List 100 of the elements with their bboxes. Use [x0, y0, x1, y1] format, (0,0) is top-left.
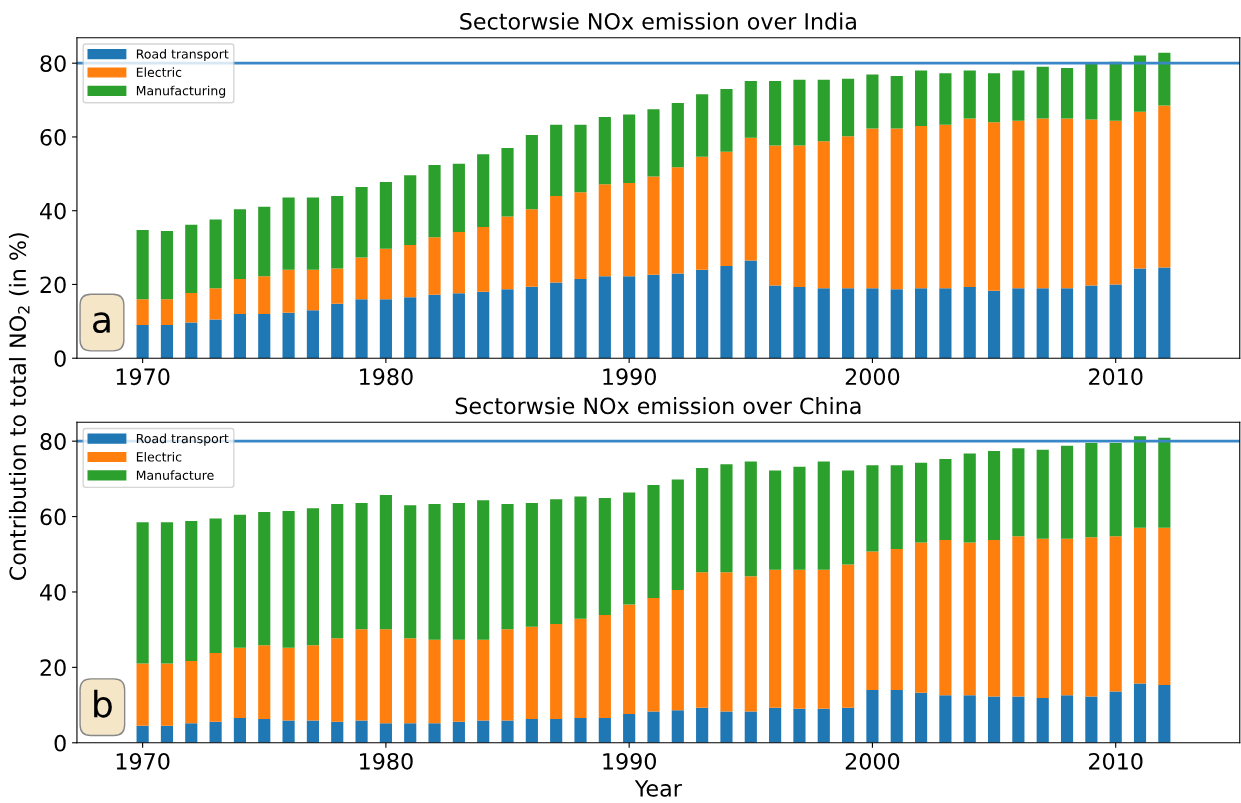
- bar: [720, 266, 733, 359]
- bar: [744, 576, 757, 712]
- bar: [1012, 120, 1025, 289]
- bar: [477, 226, 490, 292]
- bar: [1158, 52, 1171, 106]
- bar: [915, 462, 928, 543]
- bar: [501, 720, 514, 743]
- bar: [963, 453, 976, 543]
- bar: [160, 725, 174, 743]
- bar: [963, 695, 976, 743]
- bar: [233, 278, 247, 314]
- bar: [160, 325, 174, 359]
- bar: [963, 70, 976, 119]
- bar: [769, 145, 782, 286]
- bar: [331, 268, 344, 304]
- bar: [282, 312, 295, 359]
- bar: [1109, 120, 1122, 285]
- bar: [477, 291, 490, 359]
- bar: [501, 289, 514, 359]
- bar: [282, 510, 295, 648]
- x-tick-label: 1980: [360, 368, 413, 386]
- bar: [525, 135, 538, 210]
- bar: [404, 638, 417, 724]
- y-tick-label: 20: [40, 659, 66, 677]
- chart-title: Sectorwsie NOx emission over India: [460, 12, 856, 30]
- bar: [1060, 445, 1074, 539]
- bar: [136, 229, 149, 300]
- bar: [160, 299, 174, 326]
- bar: [1036, 66, 1049, 119]
- bar: [185, 224, 198, 293]
- bar: [452, 639, 465, 722]
- bar: [306, 720, 319, 743]
- bar: [185, 723, 198, 743]
- y-tick-label: 60: [40, 128, 66, 146]
- bar: [379, 299, 392, 359]
- x-tick-label: 1970: [116, 368, 170, 386]
- bar: [1036, 118, 1049, 289]
- bar: [598, 498, 611, 615]
- bar: [404, 505, 417, 639]
- bar: [379, 629, 392, 724]
- bar: [623, 114, 636, 184]
- bar: [720, 464, 733, 573]
- bar: [574, 124, 587, 193]
- bar: [987, 696, 1001, 743]
- bar: [1109, 691, 1122, 743]
- bar: [1060, 118, 1074, 289]
- bar: [452, 293, 465, 359]
- bar: [136, 325, 149, 359]
- bar: [842, 564, 855, 708]
- bar: [136, 299, 149, 326]
- bar: [598, 717, 611, 743]
- y-tick-label: 0: [54, 734, 66, 752]
- bar: [331, 721, 344, 743]
- bar: [355, 257, 368, 300]
- bar: [696, 269, 709, 359]
- bar: [671, 590, 684, 711]
- bar: [550, 624, 563, 720]
- bar: [1158, 685, 1171, 743]
- legend-label: Manufacturing: [136, 85, 226, 98]
- bar: [817, 461, 830, 570]
- bar: [842, 136, 855, 289]
- bar: [233, 647, 247, 718]
- bar: [136, 725, 149, 743]
- bar: [306, 310, 319, 359]
- bar: [939, 539, 952, 696]
- bar: [1012, 70, 1025, 121]
- bar: [525, 502, 538, 627]
- bar: [1036, 697, 1049, 743]
- bar: [720, 711, 733, 743]
- bar: [623, 604, 636, 715]
- bar: [209, 219, 222, 289]
- bar: [550, 499, 563, 625]
- bar: [769, 707, 782, 743]
- bar: [477, 154, 490, 227]
- bar: [209, 288, 222, 320]
- bar: [939, 695, 952, 743]
- bar: [866, 551, 879, 690]
- bar: [915, 542, 928, 693]
- bar: [428, 294, 441, 359]
- bar: [574, 192, 587, 279]
- x-tick-label: 1980: [360, 752, 413, 770]
- bar: [744, 260, 757, 359]
- y-tick-label: 20: [40, 276, 66, 294]
- bar: [452, 163, 465, 233]
- bar: [744, 461, 757, 577]
- bar: [1036, 538, 1049, 698]
- bar: [477, 639, 490, 721]
- bar: [233, 313, 247, 359]
- y-tick-label: 80: [40, 433, 66, 450]
- bar: [1012, 696, 1025, 743]
- bar: [525, 209, 538, 287]
- bar: [282, 197, 295, 270]
- bar: [647, 711, 660, 743]
- legend-label: Electric: [136, 67, 182, 78]
- bar: [1133, 683, 1147, 743]
- bar: [1133, 436, 1147, 528]
- bar: [720, 572, 733, 712]
- bar: [379, 248, 392, 300]
- bar: [866, 689, 879, 743]
- bar: [598, 117, 611, 185]
